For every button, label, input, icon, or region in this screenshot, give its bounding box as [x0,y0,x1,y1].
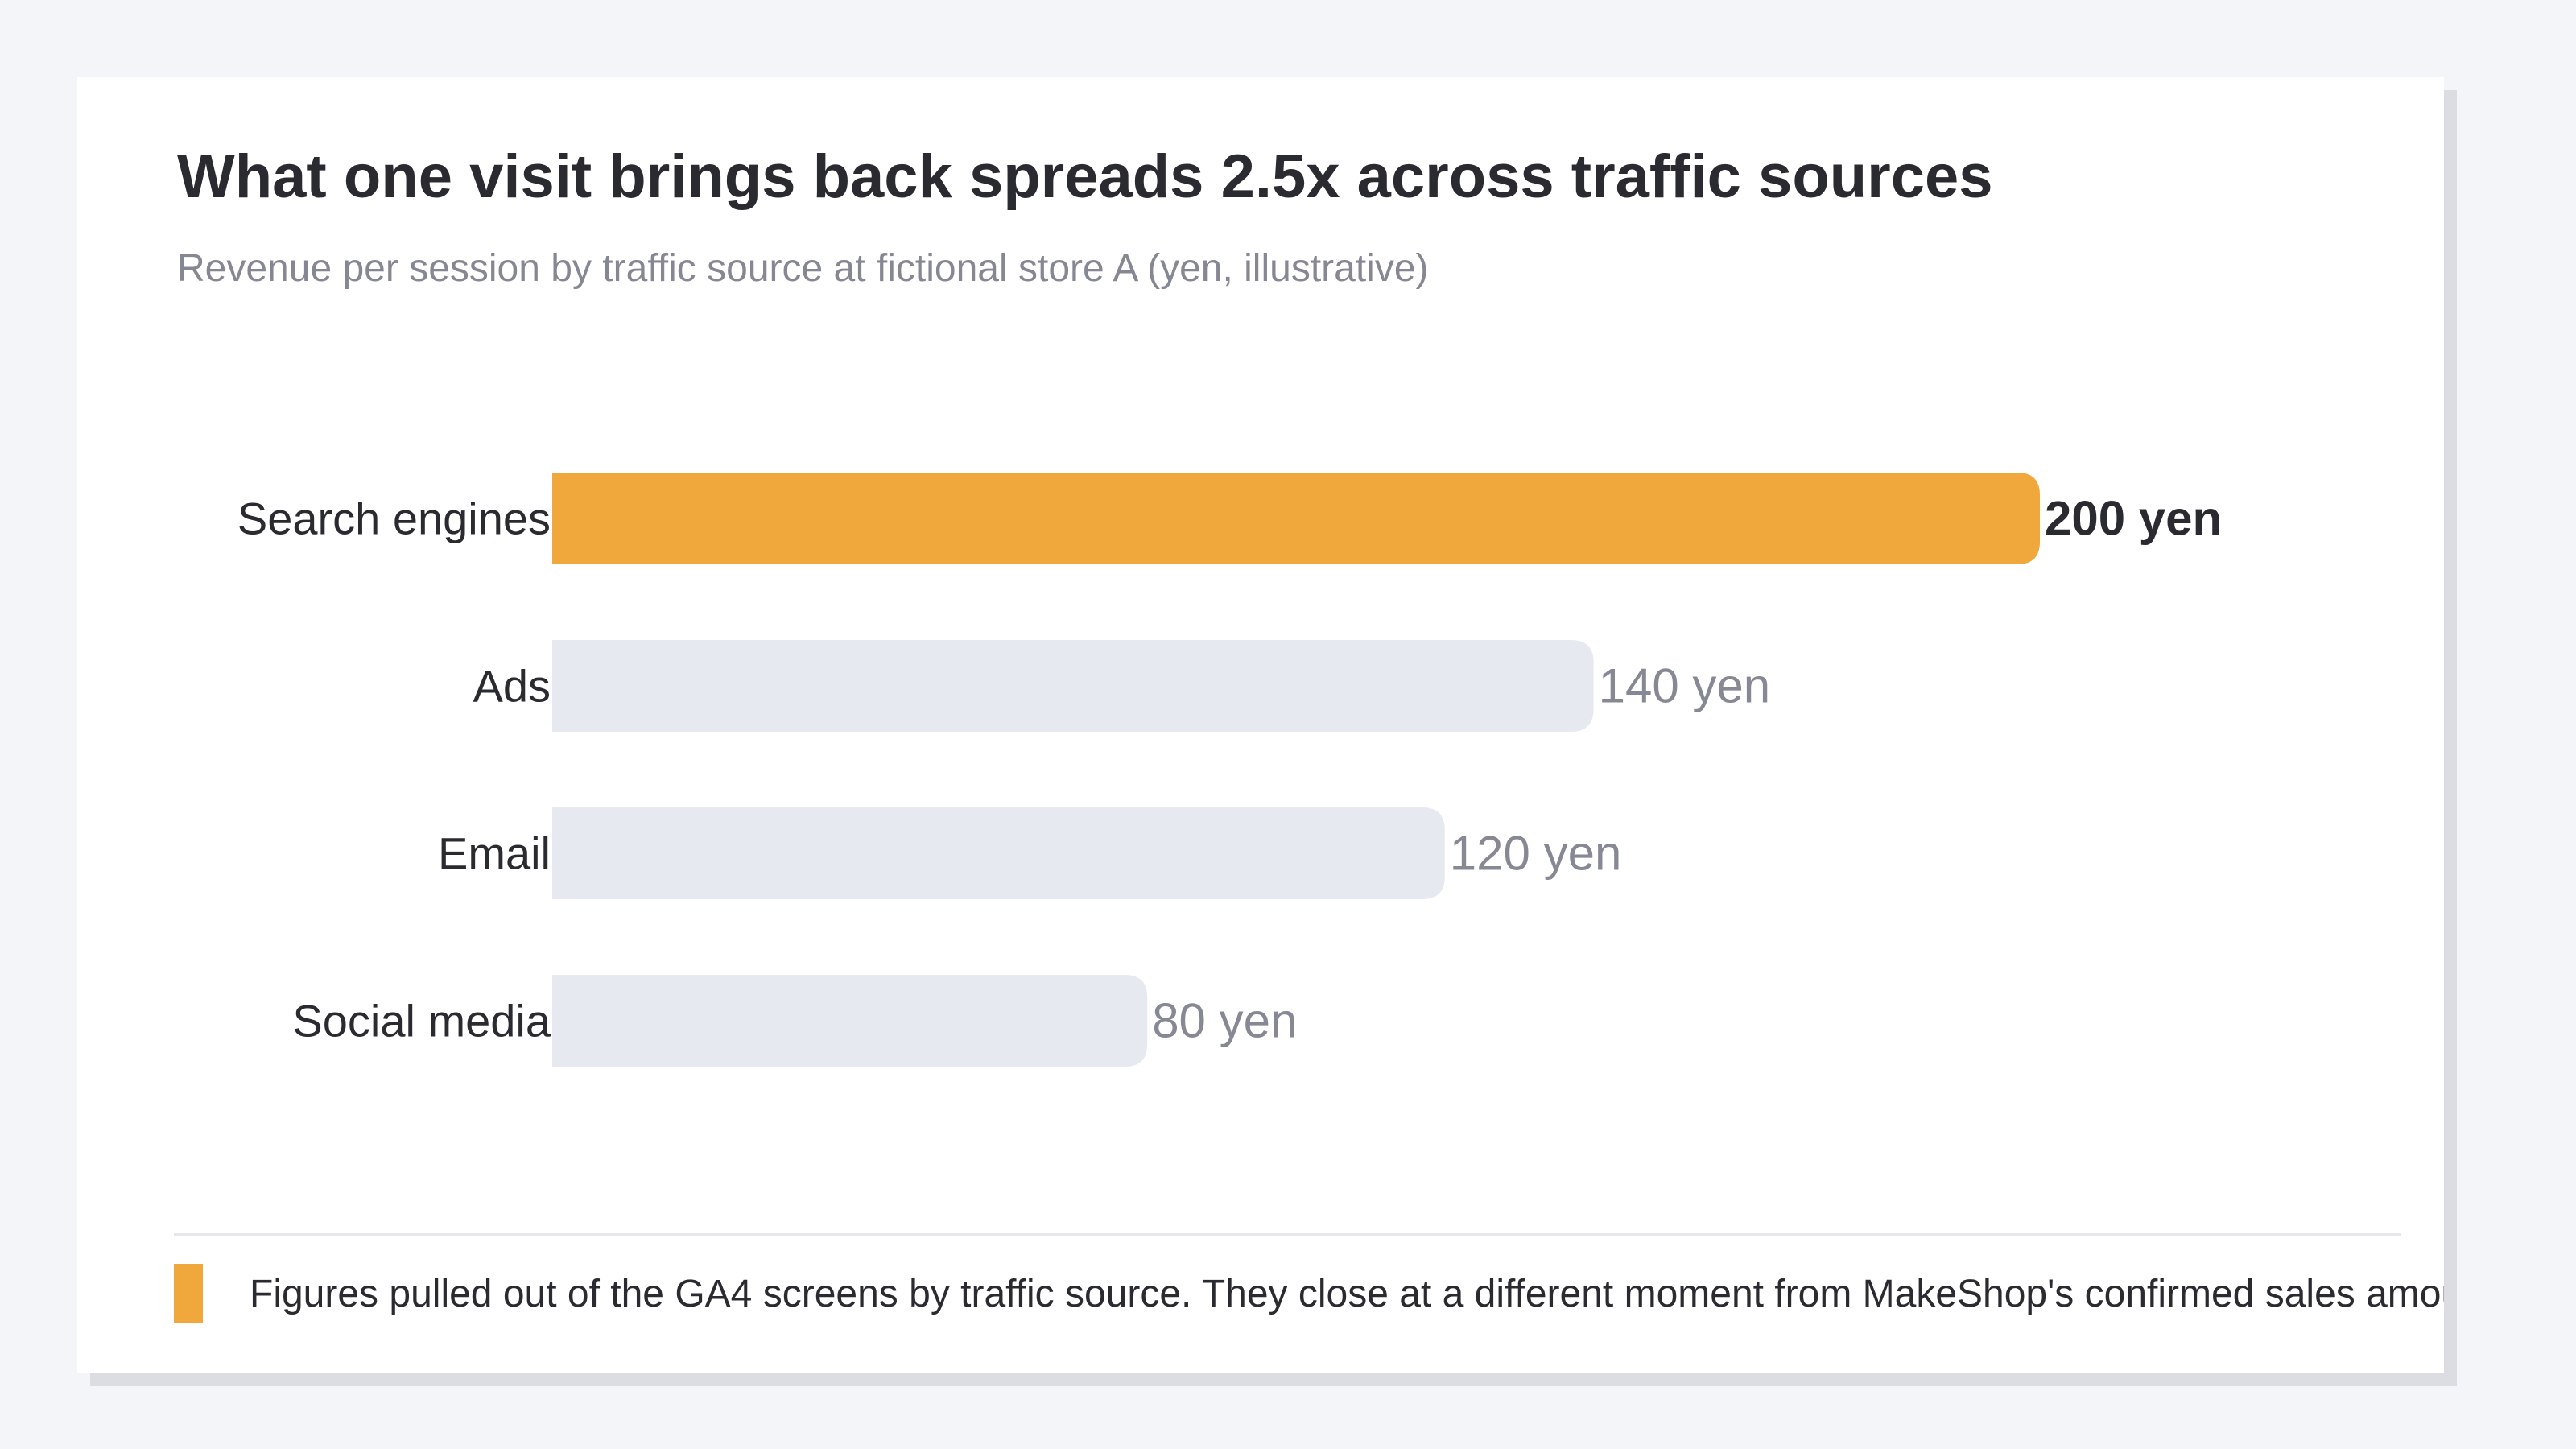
footnote: Figures pulled out of the GA4 screens by… [250,1273,2444,1315]
value-label: 120 yen [1450,827,1622,881]
category-label: Search engines [237,493,551,544]
chart-subtitle: Revenue per session by traffic source at… [177,247,1429,290]
bar-social-media [552,975,1148,1067]
value-label: 200 yen [2045,492,2222,546]
note-marker [174,1264,203,1323]
value-label: 80 yen [1152,994,1297,1048]
footer-divider [174,1233,2401,1236]
bar-email [552,807,1445,899]
category-label: Social media [292,996,551,1046]
value-label: 140 yen [1599,659,1771,713]
bar-search-engines [552,473,2040,564]
bar-chart: Search engines 200 yen Ads 140 yen Email 120 … [237,473,2222,1067]
chart-title: What one visit brings back spreads 2.5x … [177,142,1993,211]
chart-card: What one visit brings back spreads 2.5x … [77,77,2444,1373]
category-label: Ads [473,661,551,712]
bar-ads [552,640,1594,732]
category-label: Email [438,828,551,879]
